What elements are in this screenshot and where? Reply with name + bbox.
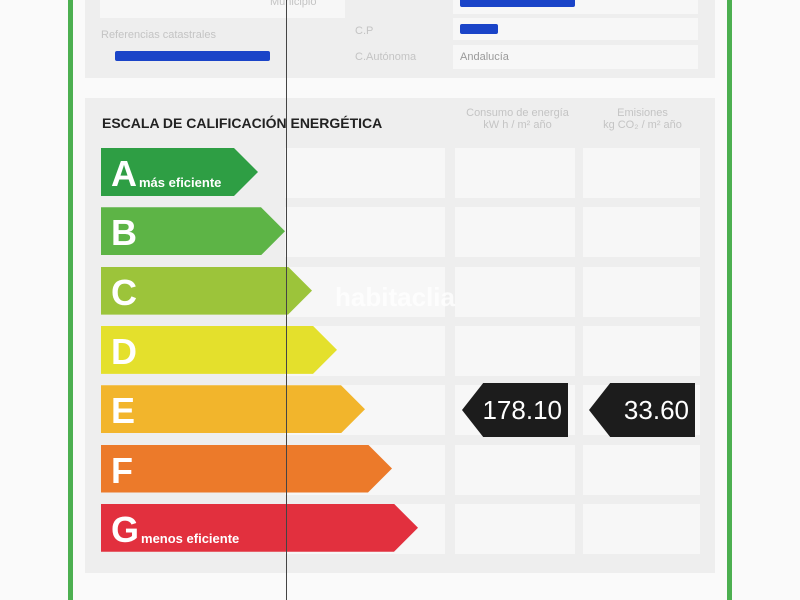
emissions-col-unit: kg CO₂ / m² año bbox=[603, 119, 682, 131]
class-subtitle: menos eficiente bbox=[141, 530, 240, 546]
energy-class-f: F bbox=[101, 444, 392, 493]
class-subtitle bbox=[137, 249, 139, 255]
class-subtitle: más eficiente bbox=[139, 175, 222, 190]
scale-cell bbox=[583, 444, 700, 495]
emissions-col-title: Emisiones bbox=[617, 107, 668, 119]
class-letter: C bbox=[111, 271, 137, 313]
scale-cell bbox=[583, 207, 700, 258]
scale-cell bbox=[285, 266, 445, 317]
scale-cell bbox=[583, 266, 700, 317]
class-subtitle bbox=[135, 427, 137, 433]
class-letter: D bbox=[111, 330, 137, 372]
class-letter: E bbox=[111, 390, 136, 432]
cell bbox=[100, 0, 345, 18]
scan-fold-line bbox=[286, 0, 287, 600]
energy-class-d: D bbox=[101, 325, 337, 374]
scale-cell bbox=[455, 266, 575, 317]
class-subtitle bbox=[137, 309, 139, 315]
class-subtitle bbox=[133, 487, 135, 493]
emissions-col-header: Emisiones kg CO₂ / m² año bbox=[580, 107, 705, 131]
scale-title: ESCALA DE CALIFICACIÓN ENERGÉTICA bbox=[102, 115, 383, 131]
referencias-label: Referencias catastrales bbox=[101, 29, 216, 41]
class-letter: G bbox=[111, 508, 140, 550]
scale-cell bbox=[285, 148, 445, 198]
redacted-cp bbox=[460, 24, 498, 34]
scale-cell bbox=[583, 325, 700, 376]
ca-value: Andalucía bbox=[460, 51, 509, 63]
class-letter: B bbox=[111, 212, 137, 254]
emissions-rating-badge: 33.60 bbox=[589, 383, 695, 437]
scale-cell bbox=[455, 207, 575, 258]
class-letter: F bbox=[111, 449, 133, 491]
scale-cell bbox=[455, 325, 575, 376]
energy-class-c: C bbox=[101, 266, 312, 315]
green-border-right bbox=[727, 0, 732, 600]
scale-cell bbox=[583, 503, 700, 554]
property-info-panel: Referencias catastrales Municipio C.P C.… bbox=[85, 0, 715, 78]
green-border-left bbox=[68, 0, 73, 600]
energy-col-header: Consumo de energía kW h / m² año bbox=[450, 107, 585, 131]
scale-cell bbox=[455, 444, 575, 495]
energy-col-title: Consumo de energía bbox=[466, 107, 569, 119]
class-letter: A bbox=[111, 153, 137, 194]
cp-label: C.P bbox=[355, 25, 374, 37]
cell bbox=[453, 45, 698, 69]
scale-cell bbox=[583, 148, 700, 198]
redacted-municipio bbox=[460, 0, 575, 7]
energy-class-b: B bbox=[101, 207, 285, 256]
redacted-referencias bbox=[115, 51, 270, 61]
scale-cell bbox=[285, 207, 445, 258]
scale-cell bbox=[455, 503, 575, 554]
energy-class-e: E bbox=[101, 385, 365, 434]
class-subtitle bbox=[137, 368, 139, 374]
watermark: habitaclia bbox=[335, 282, 455, 312]
cell bbox=[453, 18, 698, 40]
energy-col-unit: kW h / m² año bbox=[483, 119, 552, 131]
energy-rating-badge: 178.10 bbox=[462, 383, 568, 437]
ca-label: C.Autónoma bbox=[355, 51, 417, 63]
municipio-label: Municipio bbox=[270, 0, 317, 8]
scale-cell bbox=[455, 148, 575, 198]
